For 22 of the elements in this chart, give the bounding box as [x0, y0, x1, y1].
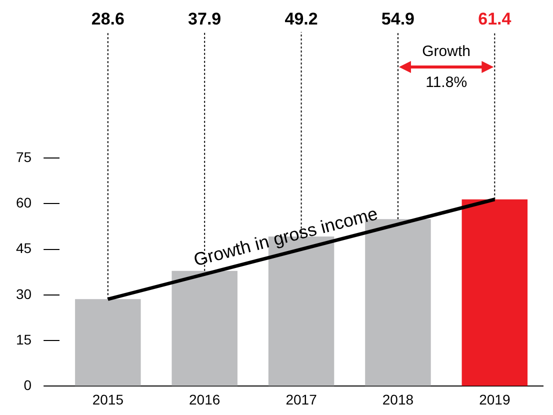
- data-label: 37.9: [188, 10, 222, 29]
- annotation: Growth in gross income: [192, 203, 380, 270]
- y-tick-label: 30: [16, 286, 32, 302]
- bar: [462, 199, 528, 386]
- y-tick-label: 15: [16, 331, 32, 348]
- y-tick-label: 60: [16, 194, 32, 210]
- x-tick-label: 2016: [189, 391, 220, 408]
- x-tick-label: 2015: [92, 391, 124, 408]
- y-tick-label: 0: [24, 377, 32, 394]
- x-tick-label: 2017: [286, 391, 318, 408]
- data-label: 54.9: [381, 10, 415, 29]
- bar: [172, 270, 238, 386]
- data-label: 49.2: [284, 10, 318, 29]
- y-tick-label: 75: [16, 148, 32, 165]
- data-label: 28.6: [91, 10, 124, 29]
- data-label: 61.4: [478, 10, 512, 29]
- text: Growth: [422, 43, 470, 60]
- text: 11.8%: [426, 74, 468, 92]
- bar: [75, 299, 141, 386]
- y-tick-label: 45: [16, 240, 32, 256]
- x-tick-label: 2019: [479, 391, 510, 408]
- x-tick-label: 2018: [382, 391, 414, 408]
